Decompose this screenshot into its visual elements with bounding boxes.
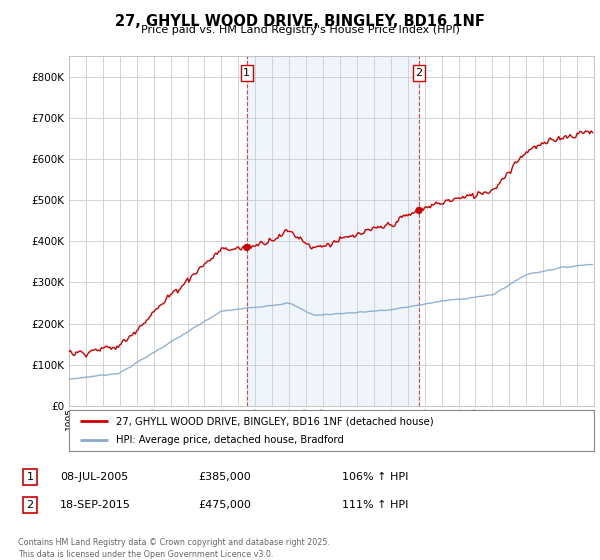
Text: 27, GHYLL WOOD DRIVE, BINGLEY, BD16 1NF (detached house): 27, GHYLL WOOD DRIVE, BINGLEY, BD16 1NF … <box>116 417 434 426</box>
Bar <box>247 56 419 406</box>
Text: 1: 1 <box>244 68 250 78</box>
Text: 2: 2 <box>415 68 422 78</box>
Text: HPI: Average price, detached house, Bradford: HPI: Average price, detached house, Brad… <box>116 435 344 445</box>
Point <box>414 206 424 215</box>
Text: Contains HM Land Registry data © Crown copyright and database right 2025.
This d: Contains HM Land Registry data © Crown c… <box>18 538 330 559</box>
Text: £475,000: £475,000 <box>198 500 251 510</box>
Text: Price paid vs. HM Land Registry's House Price Index (HPI): Price paid vs. HM Land Registry's House … <box>140 25 460 35</box>
Text: 111% ↑ HPI: 111% ↑ HPI <box>342 500 409 510</box>
Text: 08-JUL-2005: 08-JUL-2005 <box>60 472 128 482</box>
Text: 106% ↑ HPI: 106% ↑ HPI <box>342 472 409 482</box>
Text: £385,000: £385,000 <box>198 472 251 482</box>
Text: 27, GHYLL WOOD DRIVE, BINGLEY, BD16 1NF: 27, GHYLL WOOD DRIVE, BINGLEY, BD16 1NF <box>115 14 485 29</box>
Text: 1: 1 <box>26 472 34 482</box>
Text: 18-SEP-2015: 18-SEP-2015 <box>60 500 131 510</box>
Text: 2: 2 <box>26 500 34 510</box>
Point <box>242 243 251 252</box>
